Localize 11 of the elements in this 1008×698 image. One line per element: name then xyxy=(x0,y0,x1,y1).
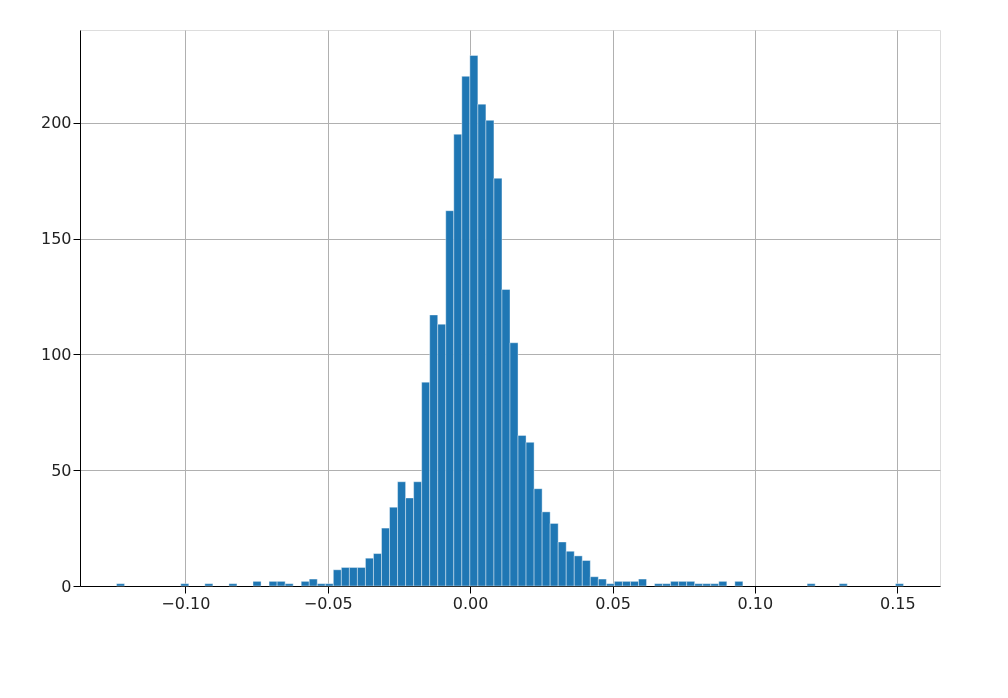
y-tick-label: 0 xyxy=(61,576,72,596)
x-tick-label: 0.15 xyxy=(879,593,916,613)
x-tick-label: 0.00 xyxy=(452,593,489,613)
x-tick-label: −0.05 xyxy=(303,593,353,613)
x-tick-label: 0.05 xyxy=(595,593,631,613)
x-tick-label: −0.10 xyxy=(161,593,211,613)
x-tick-label: 0.10 xyxy=(737,593,774,613)
y-tick-label: 50 xyxy=(51,460,72,480)
y-tick-label: 100 xyxy=(40,344,72,364)
y-tick-label: 150 xyxy=(40,229,72,248)
y-tick-label: 200 xyxy=(40,113,72,133)
